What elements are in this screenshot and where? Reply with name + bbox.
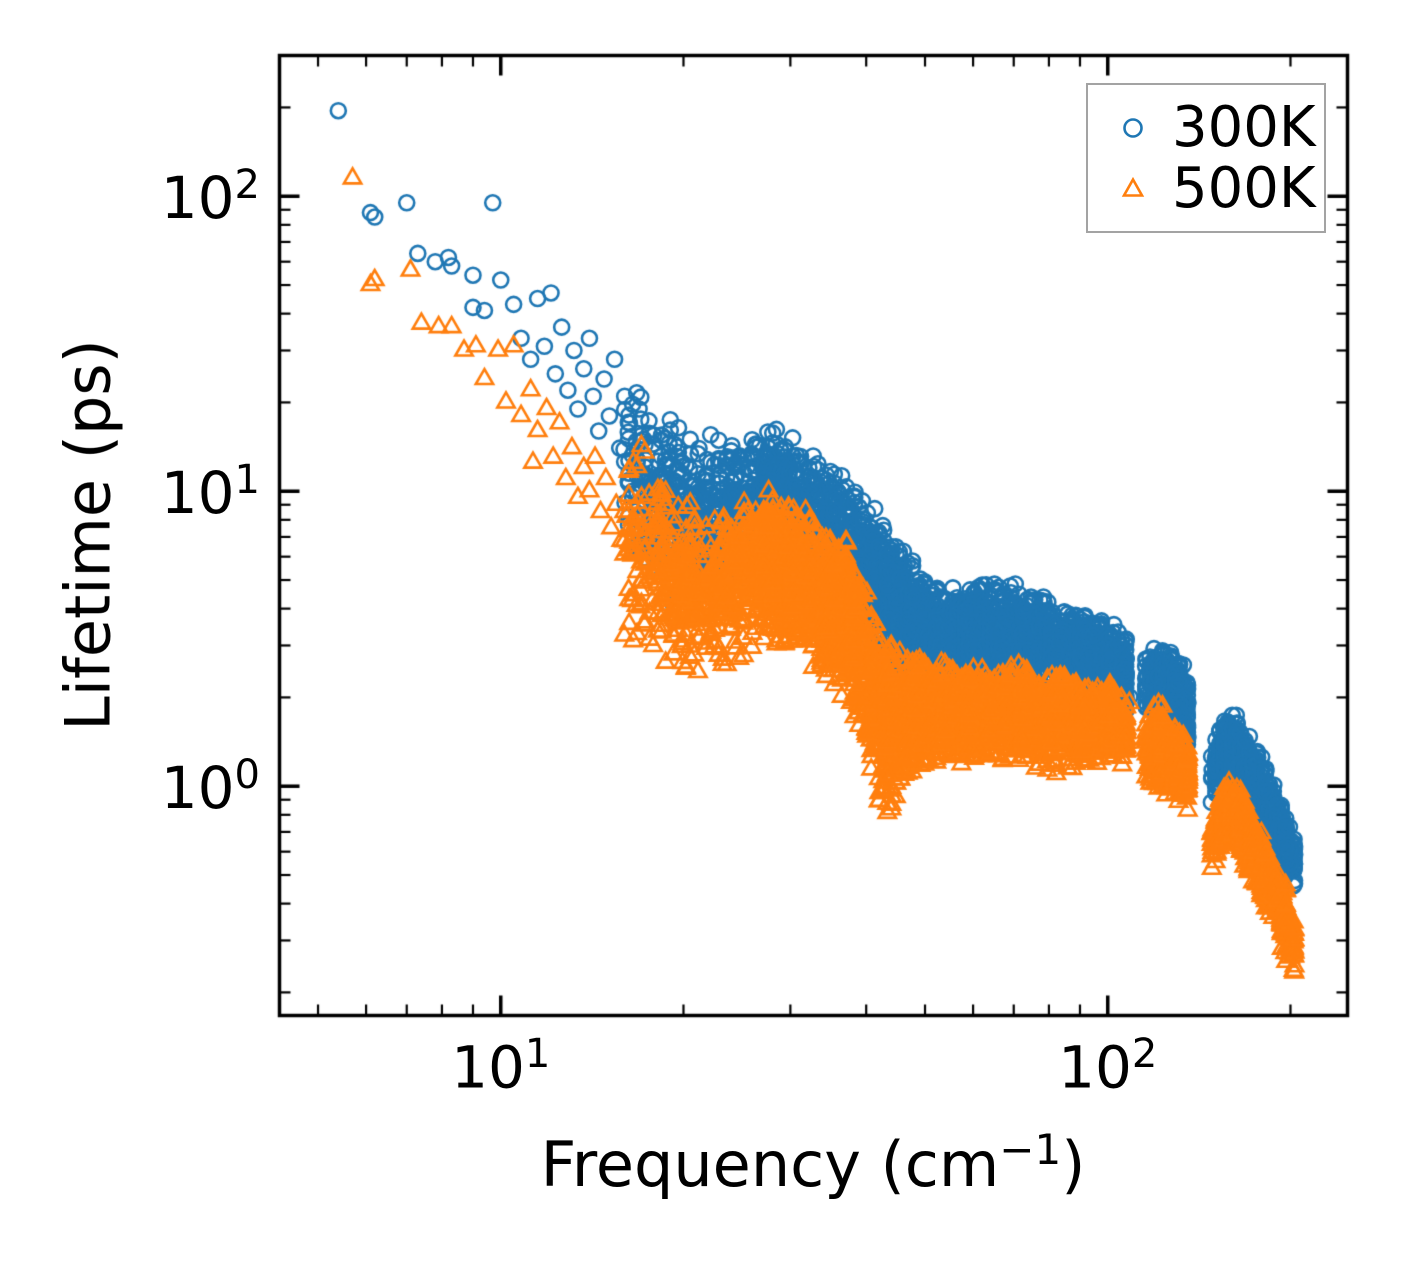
x-axis-label: Frequency (cm−1) <box>541 1125 1086 1201</box>
y-tick-label: 102 <box>160 162 260 233</box>
y-axis-label: Lifetime (ps) <box>51 339 125 731</box>
y-tick-label: 100 <box>160 752 260 823</box>
x-axis-label-text: Frequency (cm <box>540 1127 1000 1201</box>
circle-marker-icon <box>1118 113 1148 143</box>
legend-item-500k: 500K <box>1088 158 1324 219</box>
x-axis-label-exponent: −1 <box>999 1125 1062 1175</box>
y-tick-label: 101 <box>160 457 260 528</box>
x-tick-label: 101 <box>451 1031 551 1102</box>
legend-label: 500K <box>1172 155 1316 221</box>
x-tick-label: 102 <box>1058 1031 1158 1102</box>
legend-item-300k: 300K <box>1088 97 1324 158</box>
triangle-marker-icon <box>1118 174 1148 204</box>
x-axis-label-suffix: ) <box>1061 1127 1086 1201</box>
legend-label: 300K <box>1172 94 1316 160</box>
legend: 300K 500K <box>1086 83 1326 233</box>
